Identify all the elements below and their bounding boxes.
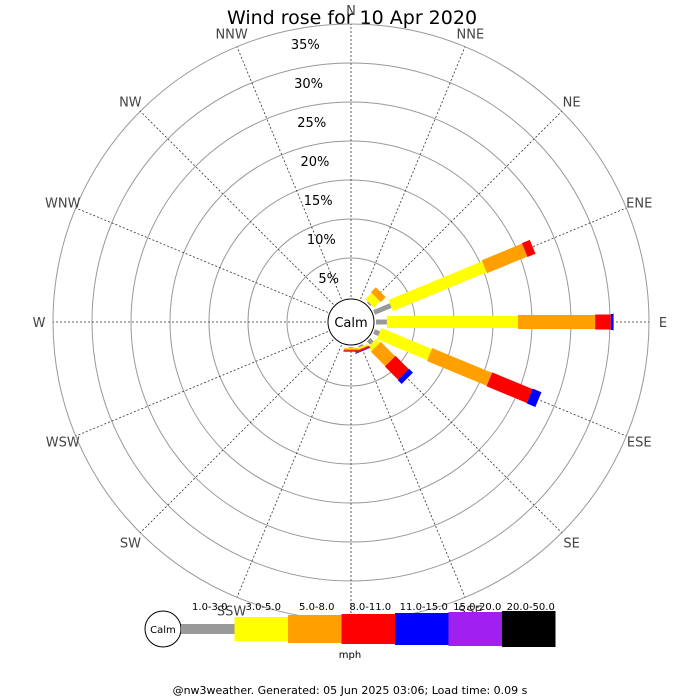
radial-tick-label: 10%	[307, 233, 336, 248]
legend-swatch	[181, 624, 235, 634]
grid-spoke	[75, 331, 329, 437]
legend-swatch	[395, 613, 449, 645]
legend-unit: mph	[339, 650, 361, 661]
legend-swatch	[502, 611, 556, 647]
bar-segment	[526, 388, 542, 408]
direction-label: WSW	[46, 435, 80, 450]
calm-circle	[327, 298, 375, 346]
direction-label: ESE	[627, 435, 652, 450]
bar-segment	[595, 314, 611, 330]
bar-segment	[486, 372, 533, 403]
bar-segment	[343, 350, 359, 352]
bar-segment	[355, 345, 369, 352]
bar-segment	[345, 347, 357, 349]
bar-segment	[521, 239, 536, 257]
bar-segment	[376, 319, 387, 325]
bar-segment	[348, 347, 354, 348]
legend-label: 3.0-5.0	[246, 602, 281, 613]
direction-label: W	[33, 316, 46, 331]
legend-calm-label: Calm	[150, 625, 176, 636]
radial-tick-label: 15%	[304, 194, 333, 209]
bar-segment	[370, 287, 386, 303]
grid-spoke	[368, 110, 563, 305]
direction-labels: NNNENEENEEESESESSESSSWSWWSWWWNWNWNNW	[33, 4, 668, 643]
direction-label: ENE	[626, 197, 652, 212]
legend-swatch	[288, 615, 342, 643]
calm-label: Calm	[334, 316, 367, 331]
direction-label: NE	[563, 95, 581, 110]
bar-segment	[517, 315, 596, 329]
calm-center: Calm	[327, 298, 375, 346]
grid-spoke	[360, 46, 466, 300]
bar-segment	[367, 338, 381, 352]
bar-segment	[344, 348, 358, 351]
bar-segment	[373, 329, 381, 336]
bar-segment	[386, 316, 518, 328]
radial-tick-label: 5%	[318, 272, 339, 287]
bar-segment	[376, 328, 432, 361]
grid-spoke	[236, 46, 342, 300]
legend: Calm mph 1.0-3.0 3.0-5.0 5.0-8.0 8.0-11.0 11…	[144, 602, 556, 661]
direction-label: NNE	[457, 28, 485, 43]
direction-label: WNW	[45, 197, 81, 212]
radial-tick-label: 35%	[291, 38, 320, 53]
legend-label: 20.0-50.0	[507, 602, 555, 613]
grid-spoke	[139, 110, 334, 305]
legend-label: 15.0-20.0	[453, 602, 501, 613]
radial-tick-label: 25%	[297, 116, 326, 131]
bar-segment	[397, 368, 413, 384]
legend-label: 5.0-8.0	[299, 602, 334, 613]
bar-segment	[366, 337, 374, 345]
grid-spoke	[75, 207, 329, 313]
direction-label: SE	[563, 537, 579, 552]
bar-segment	[355, 347, 371, 354]
radial-tick-label: 20%	[300, 155, 329, 170]
direction-label: SSW	[217, 604, 247, 619]
grid-spoke	[236, 344, 342, 598]
radial-tick-label: 30%	[294, 77, 323, 92]
bar-segment	[355, 344, 368, 351]
bar-segment	[384, 355, 409, 380]
bar-segment	[355, 345, 370, 354]
chart-title: Wind rose for 10 Apr 2020	[227, 7, 477, 29]
legend-swatch	[341, 614, 395, 644]
grid-spoke	[139, 339, 334, 534]
legend-swatch	[234, 617, 288, 641]
legend-label: 1.0-3.0	[192, 602, 227, 613]
grid-spoke	[360, 344, 466, 598]
legend-swatch	[448, 612, 502, 646]
bar-segment	[365, 292, 381, 308]
wind-bars	[343, 239, 614, 408]
direction-label: N	[346, 4, 356, 19]
bar-segment	[358, 344, 364, 348]
direction-label: SW	[120, 537, 141, 552]
bar-segment	[481, 243, 528, 274]
legend-label: 11.0-15.0	[400, 602, 448, 613]
bar-segment	[373, 303, 392, 315]
direction-label: NW	[119, 95, 142, 110]
bar-segment	[426, 348, 493, 386]
bar-segment	[388, 261, 487, 312]
bar-segment	[370, 341, 396, 367]
footer-text: @nw3weather. Generated: 05 Jun 2025 03:0…	[173, 684, 528, 697]
direction-label: NNW	[215, 28, 247, 43]
bar-segment	[610, 314, 614, 330]
direction-label: E	[659, 316, 667, 331]
bar-segment	[366, 301, 372, 307]
legend-label: 8.0-11.0	[349, 602, 391, 613]
radial-tick-labels: 5% 10% 15% 20% 25% 30% 35%	[291, 38, 339, 287]
bar-segment	[613, 313, 614, 331]
